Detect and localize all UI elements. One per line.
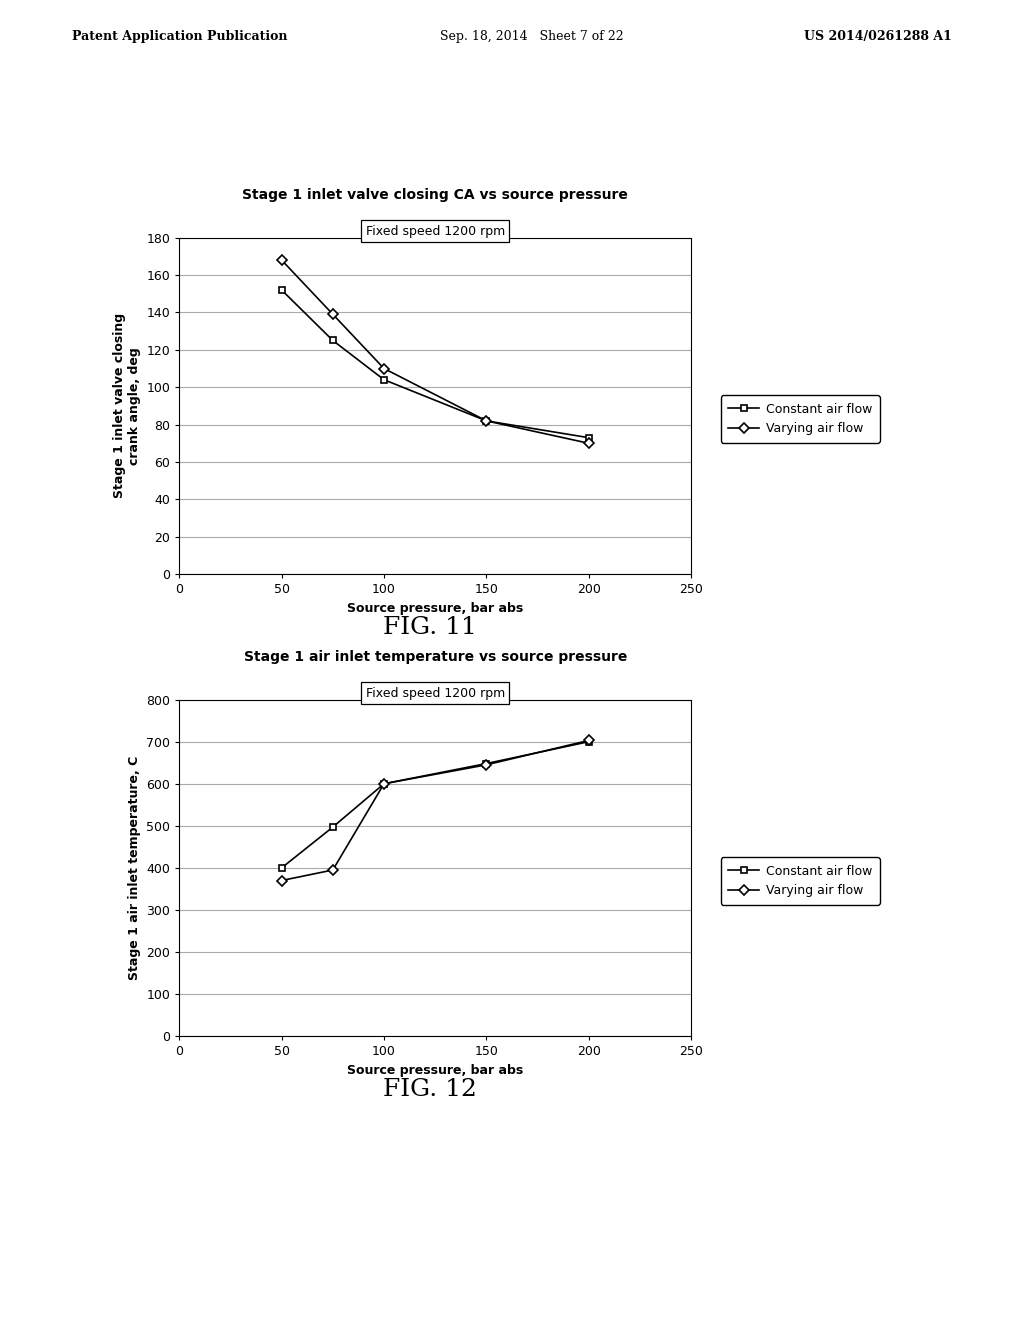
- Varying air flow: [480, 413, 493, 429]
- Constant air flow: [378, 776, 390, 792]
- Varying air flow: [275, 873, 288, 888]
- Title: Stage 1 air inlet temperature vs source pressure: Stage 1 air inlet temperature vs source …: [244, 649, 627, 664]
- Constant air flow: [480, 755, 493, 771]
- Text: Sep. 18, 2014   Sheet 7 of 22: Sep. 18, 2014 Sheet 7 of 22: [440, 30, 624, 44]
- Line: Constant air flow: Constant air flow: [279, 738, 592, 871]
- Constant air flow: [327, 820, 339, 836]
- Text: Fixed speed 1200 rpm: Fixed speed 1200 rpm: [366, 224, 505, 238]
- Y-axis label: Stage 1 air inlet temperature, C: Stage 1 air inlet temperature, C: [128, 756, 140, 979]
- X-axis label: Source pressure, bar abs: Source pressure, bar abs: [347, 1064, 523, 1077]
- Text: FIG. 11: FIG. 11: [383, 616, 477, 639]
- Line: Constant air flow: Constant air flow: [279, 286, 592, 441]
- Varying air flow: [583, 733, 595, 748]
- Text: FIG. 12: FIG. 12: [383, 1078, 477, 1101]
- Constant air flow: [378, 372, 390, 388]
- Legend: Constant air flow, Varying air flow: Constant air flow, Varying air flow: [721, 395, 880, 442]
- Constant air flow: [275, 861, 288, 876]
- Text: Fixed speed 1200 rpm: Fixed speed 1200 rpm: [366, 686, 505, 700]
- Constant air flow: [327, 333, 339, 348]
- Varying air flow: [378, 360, 390, 376]
- Varying air flow: [275, 252, 288, 268]
- Legend: Constant air flow, Varying air flow: Constant air flow, Varying air flow: [721, 857, 880, 904]
- Varying air flow: [480, 756, 493, 772]
- Text: Patent Application Publication: Patent Application Publication: [72, 30, 287, 44]
- Title: Stage 1 inlet valve closing CA vs source pressure: Stage 1 inlet valve closing CA vs source…: [243, 187, 628, 202]
- Constant air flow: [275, 282, 288, 298]
- Varying air flow: [327, 862, 339, 878]
- Constant air flow: [583, 734, 595, 750]
- Constant air flow: [583, 430, 595, 446]
- Varying air flow: [583, 436, 595, 451]
- Y-axis label: Stage 1 inlet valve closing
crank angle, deg: Stage 1 inlet valve closing crank angle,…: [113, 313, 140, 499]
- Line: Varying air flow: Varying air flow: [279, 737, 592, 884]
- Text: US 2014/0261288 A1: US 2014/0261288 A1: [805, 30, 952, 44]
- X-axis label: Source pressure, bar abs: Source pressure, bar abs: [347, 602, 523, 615]
- Varying air flow: [378, 776, 390, 792]
- Varying air flow: [327, 306, 339, 322]
- Constant air flow: [480, 413, 493, 429]
- Line: Varying air flow: Varying air flow: [279, 256, 592, 446]
